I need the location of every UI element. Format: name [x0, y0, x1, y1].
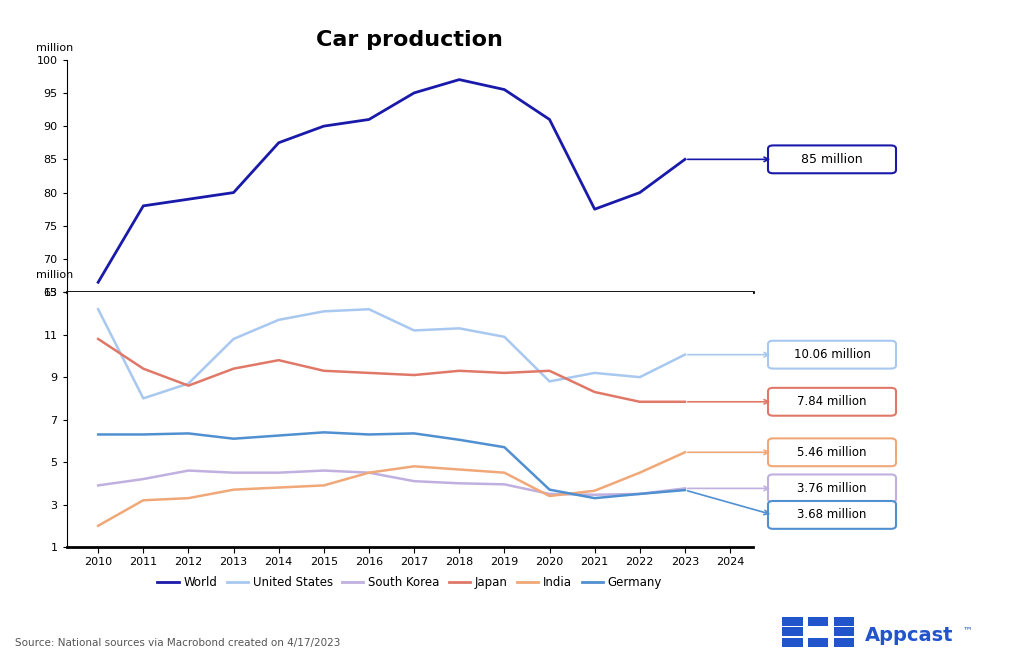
Legend: World, United States, South Korea, Japan, India, Germany: World, United States, South Korea, Japan… [153, 572, 667, 594]
Text: 5.46 million: 5.46 million [798, 446, 866, 459]
Text: 10.06 million: 10.06 million [794, 348, 870, 361]
Text: million: million [36, 270, 73, 280]
Text: Source: National sources via Macrobond created on 4/17/2023: Source: National sources via Macrobond c… [15, 638, 341, 648]
Text: Car production: Car production [316, 30, 503, 50]
Text: 85 million: 85 million [801, 153, 863, 166]
Text: 3.68 million: 3.68 million [798, 509, 866, 521]
Text: Appcast: Appcast [865, 627, 953, 645]
Text: ™: ™ [963, 625, 973, 635]
Text: million: million [36, 42, 73, 52]
Text: 7.84 million: 7.84 million [798, 395, 866, 408]
Text: 3.76 million: 3.76 million [798, 482, 866, 495]
